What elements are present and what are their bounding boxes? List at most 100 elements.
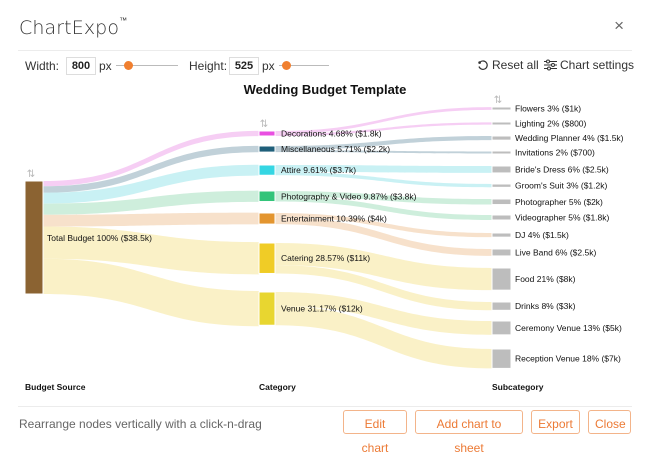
node-photo: [258, 190, 276, 203]
node-label-invitations: Invitations 2% ($700): [515, 148, 595, 158]
app-name: ChartExpo: [19, 17, 120, 39]
link-photo-photographer: [275, 191, 492, 205]
sankey-links: [43, 107, 492, 369]
edit-chart-button[interactable]: Edit chart: [343, 410, 407, 455]
node-label-total-budget: Total Budget 100% ($38.5k): [47, 233, 152, 243]
width-input[interactable]: [66, 57, 96, 75]
sort-icon: ⇅: [27, 169, 35, 180]
node-videographer: [491, 214, 512, 221]
reset-all-label: Reset all: [492, 58, 539, 72]
reset-icon: [478, 60, 488, 70]
node-label-decorations: Decorations 4.68% ($1.8k): [281, 129, 382, 139]
link-source-misc: [43, 145, 259, 193]
node-label-drinks: Drinks 8% ($3k): [515, 301, 576, 311]
node-label-ceremony: Ceremony Venue 13% ($5k): [515, 323, 622, 333]
link-source-catering: [43, 226, 259, 275]
node-label-dress: Bride's Dress 6% ($2.5k): [515, 164, 609, 174]
link-source-attire: [43, 164, 259, 204]
close-button[interactable]: Close: [588, 410, 631, 434]
link-source-venue: [43, 258, 259, 327]
node-catering: [258, 242, 276, 274]
node-misc: [258, 145, 276, 153]
node-attire: [258, 164, 276, 176]
node-label-planner: Wedding Planner 4% ($1.5k): [515, 133, 624, 143]
node-suit: [491, 183, 512, 188]
height-slider-knob[interactable]: [282, 61, 291, 70]
node-reception: [491, 348, 512, 369]
dialog-title: ChartExpo™: [19, 16, 128, 39]
link-misc-invitations: [275, 150, 492, 154]
height-input[interactable]: [229, 57, 259, 75]
chart-settings-button[interactable]: Chart settings: [544, 58, 634, 72]
link-catering-food: [275, 243, 492, 291]
height-slider[interactable]: [279, 61, 329, 70]
width-label: Width:: [25, 59, 60, 73]
node-flowers: [491, 106, 512, 111]
link-decorations-lighting: [275, 122, 492, 136]
node-label-suit: Groom's Suit 3% ($1.2k): [515, 181, 607, 191]
node-lighting: [491, 121, 512, 126]
link-catering-drinks: [275, 265, 492, 311]
width-slider-knob[interactable]: [123, 61, 133, 70]
node-label-flowers: Flowers 3% ($1k): [515, 104, 581, 114]
link-venue-reception: [275, 305, 492, 369]
node-label-food: Food 21% ($8k): [515, 274, 576, 284]
link-photo-videographer: [275, 196, 492, 220]
link-entertainment-dj: [275, 213, 492, 238]
link-decorations-flowers: [275, 107, 492, 134]
column-label-subcategory: Subcategory: [492, 382, 544, 392]
width-slider[interactable]: [116, 61, 178, 70]
link-source-photo: [43, 190, 259, 215]
height-unit: px: [262, 59, 275, 73]
sort-icon: ⇅: [260, 119, 268, 130]
node-band: [491, 248, 512, 257]
reset-all-button[interactable]: Reset all: [477, 58, 539, 72]
size-toolbar: Width: px Height: px Reset all Chart set…: [0, 55, 650, 77]
sankey-nodes: [24, 106, 512, 369]
node-invitations: [491, 150, 512, 155]
node-label-reception: Reception Venue 18% ($7k): [515, 354, 621, 364]
node-label-venue: Venue 31.17% ($12k): [281, 304, 363, 314]
settings-sliders-icon: [544, 59, 557, 71]
node-label-band: Live Band 6% ($2.5k): [515, 247, 596, 257]
width-unit: px: [99, 59, 112, 73]
link-source-entertainment: [43, 212, 259, 227]
close-icon[interactable]: ×: [614, 16, 624, 35]
link-venue-ceremony: [275, 292, 492, 335]
chart-settings-label: Chart settings: [560, 58, 635, 72]
column-label-budget-source: Budget Source: [25, 382, 86, 392]
node-dress: [491, 165, 512, 174]
node-label-attire: Attire 9.61% ($3.7k): [281, 165, 356, 175]
link-attire-dress: [275, 165, 492, 173]
node-total-budget: [24, 180, 44, 295]
height-label: Height:: [189, 59, 228, 73]
node-label-photo: Photography & Video 9.87% ($3.8k): [281, 191, 417, 201]
chart-title: Wedding Budget Template: [243, 82, 407, 97]
drag-hint: Rearrange nodes vertically with a click-…: [19, 417, 262, 431]
node-label-misc: Miscellaneous 5.71% ($2.2k): [281, 144, 390, 154]
node-label-catering: Catering 28.57% ($11k): [281, 253, 370, 263]
node-photographer: [491, 198, 512, 206]
node-ceremony: [491, 320, 512, 336]
link-misc-planner: [275, 136, 492, 151]
export-button[interactable]: Export: [531, 410, 580, 434]
node-food: [491, 267, 512, 291]
add-chart-to-sheet-button[interactable]: Add chart to sheet: [415, 410, 523, 455]
node-decorations: [258, 130, 276, 137]
node-dj: [491, 232, 512, 238]
node-drinks: [491, 301, 512, 311]
node-entertainment: [258, 212, 276, 225]
column-label-category: Category: [259, 382, 296, 392]
sankey-labels: Total Budget 100% ($38.5k) ⇅ Decorations 4…: [25, 95, 624, 392]
node-label-entertainment: Entertainment 10.39% ($4k): [281, 214, 387, 224]
link-attire-suit: [275, 171, 492, 188]
trademark-symbol: ™: [119, 16, 128, 25]
node-planner: [491, 135, 512, 141]
link-entertainment-band: [275, 217, 492, 256]
node-label-dj: DJ 4% ($1.5k): [515, 230, 569, 240]
node-label-videographer: Videographer 5% ($1.8k): [515, 212, 610, 222]
node-label-lighting: Lighting 2% ($800): [515, 119, 587, 129]
node-label-photographer: Photographer 5% ($2k): [515, 197, 603, 207]
